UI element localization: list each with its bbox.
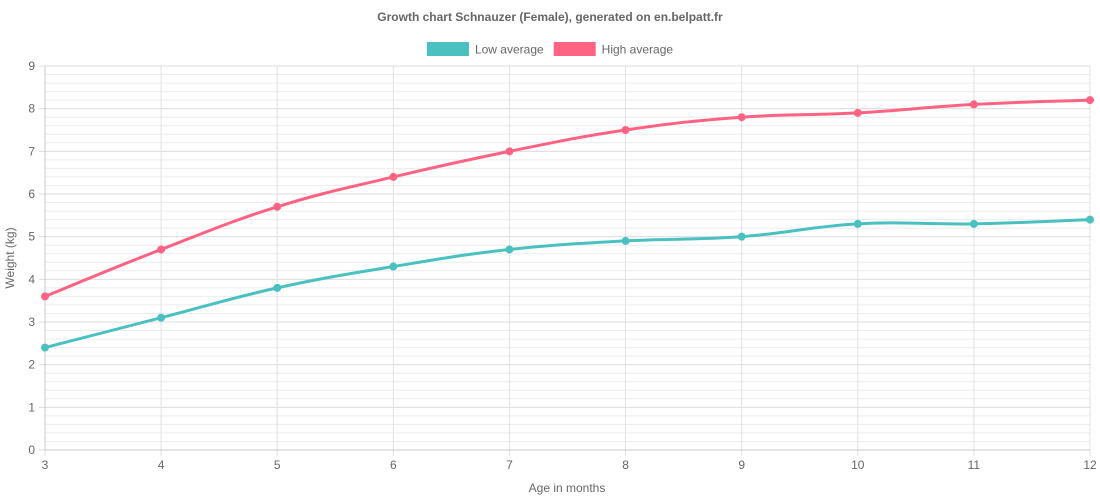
y-axis-title: Weight (kg) — [3, 227, 17, 288]
data-point-low-average[interactable] — [621, 236, 630, 245]
y-tick-label: 7 — [28, 144, 35, 158]
x-tick-label: 11 — [968, 458, 981, 472]
legend-label: Low average — [475, 43, 544, 57]
legend-label: High average — [602, 43, 674, 57]
legend-item-low-average[interactable]: Low average — [426, 42, 544, 57]
series-low-average — [41, 215, 1094, 352]
data-point-low-average[interactable] — [969, 219, 978, 228]
y-tick-label: 2 — [28, 358, 35, 372]
x-tick-label: 10 — [851, 458, 865, 472]
data-point-low-average[interactable] — [273, 283, 282, 292]
data-point-high-average[interactable] — [621, 126, 630, 134]
legend-item-high-average[interactable]: High average — [553, 42, 674, 57]
y-tick-label: 5 — [28, 230, 35, 244]
x-tick-label: 3 — [42, 458, 49, 472]
data-point-low-average[interactable] — [737, 232, 746, 241]
x-tick-label: 12 — [1083, 458, 1097, 472]
x-tick-label: 6 — [390, 458, 397, 472]
data-point-low-average[interactable] — [157, 313, 166, 322]
x-tick-label: 7 — [506, 458, 513, 472]
legend: Low average High average — [426, 42, 674, 57]
series-layer — [41, 96, 1094, 352]
data-point-low-average[interactable] — [505, 245, 514, 254]
y-tick-label: 3 — [28, 315, 35, 329]
data-point-low-average[interactable] — [41, 343, 49, 352]
data-point-high-average[interactable] — [41, 292, 49, 301]
y-tick-label: 6 — [28, 187, 35, 201]
legend-swatch — [553, 42, 596, 56]
data-point-high-average[interactable] — [273, 202, 282, 211]
data-point-high-average[interactable] — [389, 172, 398, 181]
legend-swatch — [426, 42, 469, 56]
y-tick-label: 9 — [28, 59, 35, 73]
data-point-low-average[interactable] — [389, 262, 398, 271]
series-line-high-average — [44, 98, 1091, 298]
series-high-average — [41, 96, 1094, 301]
series-line-low-average — [44, 218, 1091, 350]
chart-title: Growth chart Schnauzer (Female), generat… — [377, 10, 723, 24]
data-point-high-average[interactable] — [969, 100, 978, 109]
data-point-high-average[interactable] — [1086, 96, 1094, 105]
data-point-low-average[interactable] — [853, 219, 862, 228]
x-tick-label: 9 — [738, 458, 745, 472]
y-tick-label: 1 — [28, 400, 35, 414]
grid — [39, 65, 1091, 456]
y-tick-label: 8 — [28, 102, 35, 116]
y-tick-label: 0 — [28, 443, 35, 457]
x-tick-label: 8 — [622, 458, 629, 472]
x-tick-label: 5 — [274, 458, 281, 472]
data-point-high-average[interactable] — [157, 245, 166, 254]
data-point-high-average[interactable] — [853, 108, 862, 117]
x-axis-title: Age in months — [529, 481, 606, 495]
x-tick-label: 4 — [158, 458, 165, 472]
data-point-low-average[interactable] — [1086, 215, 1094, 224]
data-point-high-average[interactable] — [505, 147, 514, 156]
data-point-high-average[interactable] — [737, 113, 746, 122]
y-tick-label: 4 — [28, 272, 35, 286]
